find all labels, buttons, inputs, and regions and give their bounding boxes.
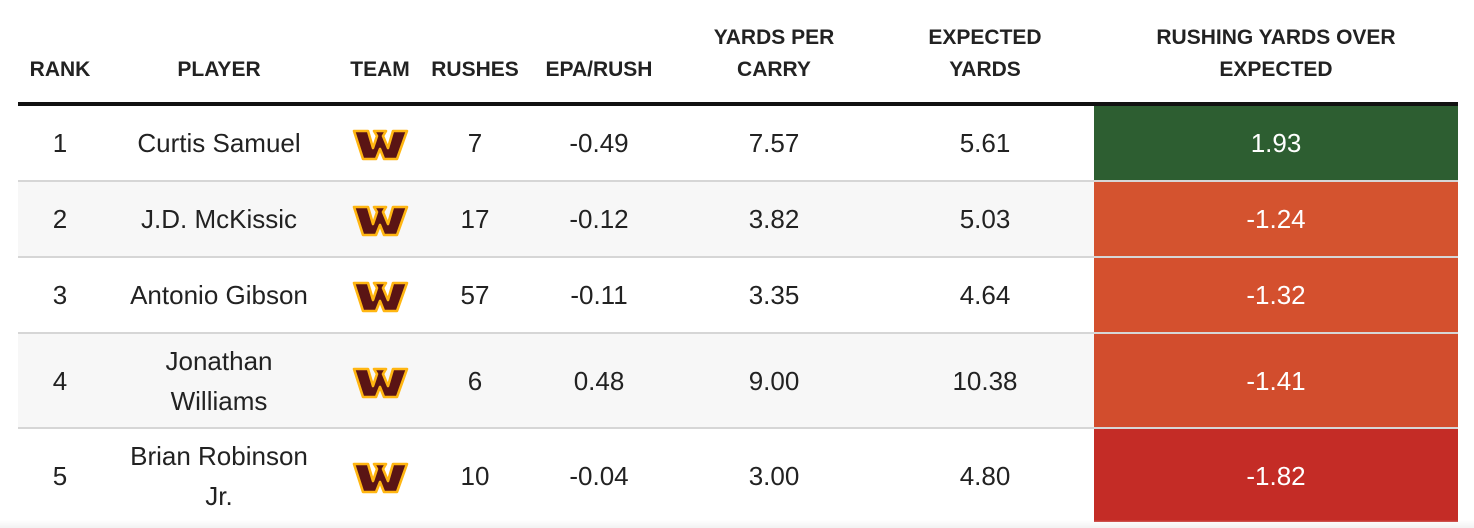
expected-yards-cell: 4.64 xyxy=(876,257,1094,334)
table-row: 1 Curtis Samuel 7 -0.49 7.57 5.61 1.93 xyxy=(18,104,1458,182)
epa-rush-cell: -0.11 xyxy=(526,257,672,334)
team-cell xyxy=(336,257,424,334)
washington-commanders-w-logo-icon xyxy=(352,462,409,493)
team-cell xyxy=(336,104,424,182)
header-player: PLAYER xyxy=(102,20,336,106)
rank-cell: 5 xyxy=(52,460,68,491)
rank-cell: 4 xyxy=(18,333,102,429)
ryoe-cell: 1.93 xyxy=(1094,104,1458,182)
player-cell: Brian Robinson Jr. xyxy=(102,428,336,522)
player-name: Curtis Samuel xyxy=(137,128,301,158)
rushing-stats-table: RANK PLAYER TEAM RUSHES EPA/RUSH YARDS P… xyxy=(18,20,1458,522)
epa-rush-cell: -0.04 xyxy=(569,460,629,491)
ryoe-cell: -1.41 xyxy=(1094,333,1458,429)
header-rushing-yards-over-expected: RUSHING YARDS OVER EXPECTED xyxy=(1094,20,1458,106)
rank-cell: 3 xyxy=(18,257,102,334)
washington-commanders-w-logo-icon xyxy=(352,367,409,398)
yards-per-carry-cell: 3.35 xyxy=(672,257,876,334)
player-name: Jonathan Williams xyxy=(165,345,273,416)
header-rank: RANK xyxy=(18,20,102,106)
expected-yards-cell: 10.38 xyxy=(876,333,1094,429)
table-row: 5 Brian Robinson Jr. 10 -0.04 3.00 4.80 -1.82 xyxy=(18,428,1458,522)
rushes-cell: 7 xyxy=(424,104,526,182)
epa-rush-cell: 0.48 xyxy=(526,333,672,429)
rushes-cell: 57 xyxy=(424,257,526,334)
rushes-cell: 17 xyxy=(424,181,526,258)
page-bottom-fade xyxy=(0,520,1474,528)
rank-cell: 1 xyxy=(18,104,102,182)
header-expected-yards: EXPECTED YARDS xyxy=(876,20,1094,106)
team-cell xyxy=(336,333,424,429)
player-cell: J.D. McKissic xyxy=(102,181,336,258)
team-cell xyxy=(336,181,424,258)
expected-yards-cell: 5.03 xyxy=(876,181,1094,258)
yards-per-carry-cell: 9.00 xyxy=(672,333,876,429)
player-cell: Jonathan Williams xyxy=(102,333,336,429)
table-header: RANK PLAYER TEAM RUSHES EPA/RUSH YARDS P… xyxy=(18,20,1458,106)
table-row: 3 Antonio Gibson 57 -0.11 3.35 4.64 -1.32 xyxy=(18,257,1458,334)
table-row: 2 J.D. McKissic 17 -0.12 3.82 5.03 -1.24 xyxy=(18,181,1458,258)
rushes-cell: 10 xyxy=(460,460,490,491)
washington-commanders-w-logo-icon xyxy=(352,281,409,313)
header-team: TEAM xyxy=(336,20,424,106)
player-name: Brian Robinson Jr. xyxy=(130,440,308,511)
player-name: J.D. McKissic xyxy=(141,204,297,234)
team-cell xyxy=(336,428,424,522)
ryoe-cell: -1.32 xyxy=(1094,257,1458,334)
expected-yards-cell: 4.80 xyxy=(959,460,1011,491)
rushes-cell: 6 xyxy=(424,333,526,429)
player-cell: Curtis Samuel xyxy=(102,104,336,182)
header-row: RANK PLAYER TEAM RUSHES EPA/RUSH YARDS P… xyxy=(18,20,1458,106)
expected-yards-cell: 5.61 xyxy=(876,104,1094,182)
header-rushes: RUSHES xyxy=(424,20,526,106)
player-name: Antonio Gibson xyxy=(130,280,308,310)
epa-rush-cell: -0.12 xyxy=(526,181,672,258)
washington-commanders-w-logo-icon xyxy=(352,205,409,237)
header-epa-rush: EPA/RUSH xyxy=(526,20,672,106)
yards-per-carry-cell: 3.82 xyxy=(672,181,876,258)
epa-rush-cell: -0.49 xyxy=(526,104,672,182)
player-cell: Antonio Gibson xyxy=(102,257,336,334)
rank-cell: 2 xyxy=(18,181,102,258)
ryoe-cell: -1.24 xyxy=(1094,181,1458,258)
yards-per-carry-cell: 3.00 xyxy=(748,460,800,491)
header-yards-per-carry: YARDS PER CARRY xyxy=(672,20,876,106)
table-row: 4 Jonathan Williams 6 0.48 9.00 10.38 -1.41 xyxy=(18,333,1458,429)
yards-per-carry-cell: 7.57 xyxy=(672,104,876,182)
washington-commanders-w-logo-icon xyxy=(352,129,409,161)
table-body: 1 Curtis Samuel 7 -0.49 7.57 5.61 1.93 2 J.D. Mc… xyxy=(18,104,1458,522)
ryoe-cell: -1.82 xyxy=(1094,428,1458,522)
